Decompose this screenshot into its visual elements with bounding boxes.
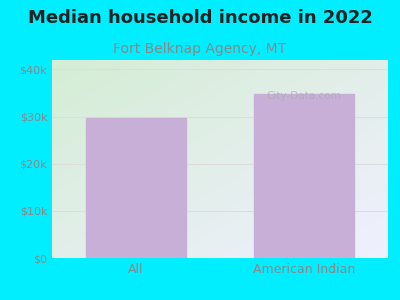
Text: City-Data.com: City-Data.com: [267, 91, 341, 100]
Bar: [86, 118, 186, 258]
Bar: [254, 94, 354, 258]
Text: Median household income in 2022: Median household income in 2022: [28, 9, 372, 27]
Text: Fort Belknap Agency, MT: Fort Belknap Agency, MT: [114, 42, 286, 56]
